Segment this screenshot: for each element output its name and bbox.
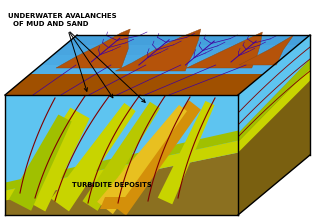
Polygon shape <box>238 35 310 215</box>
Polygon shape <box>56 29 130 68</box>
Polygon shape <box>9 115 72 211</box>
Polygon shape <box>97 105 187 214</box>
Polygon shape <box>83 102 160 211</box>
Polygon shape <box>5 95 238 215</box>
Polygon shape <box>5 197 238 215</box>
Polygon shape <box>53 45 298 55</box>
Polygon shape <box>104 100 201 216</box>
Polygon shape <box>100 197 130 209</box>
Polygon shape <box>5 140 238 201</box>
Polygon shape <box>238 81 310 215</box>
Polygon shape <box>115 29 201 71</box>
Polygon shape <box>238 35 310 133</box>
Text: TURBIDITE DEPOSITS: TURBIDITE DEPOSITS <box>72 182 152 188</box>
Polygon shape <box>29 65 274 75</box>
Polygon shape <box>5 85 250 95</box>
Polygon shape <box>51 103 136 211</box>
Polygon shape <box>15 108 90 211</box>
Polygon shape <box>158 101 214 204</box>
Text: UNDERWATER AVALANCHES
  OF MUD AND SAND: UNDERWATER AVALANCHES OF MUD AND SAND <box>8 13 116 27</box>
Polygon shape <box>238 69 310 153</box>
Polygon shape <box>17 75 262 85</box>
Polygon shape <box>236 40 310 200</box>
Polygon shape <box>238 35 310 215</box>
Polygon shape <box>187 32 262 68</box>
Polygon shape <box>5 131 238 191</box>
Polygon shape <box>65 35 310 45</box>
Polygon shape <box>5 153 238 215</box>
Polygon shape <box>238 59 310 142</box>
Polygon shape <box>5 35 310 95</box>
Polygon shape <box>239 35 294 65</box>
Polygon shape <box>41 55 286 65</box>
Polygon shape <box>5 74 263 95</box>
